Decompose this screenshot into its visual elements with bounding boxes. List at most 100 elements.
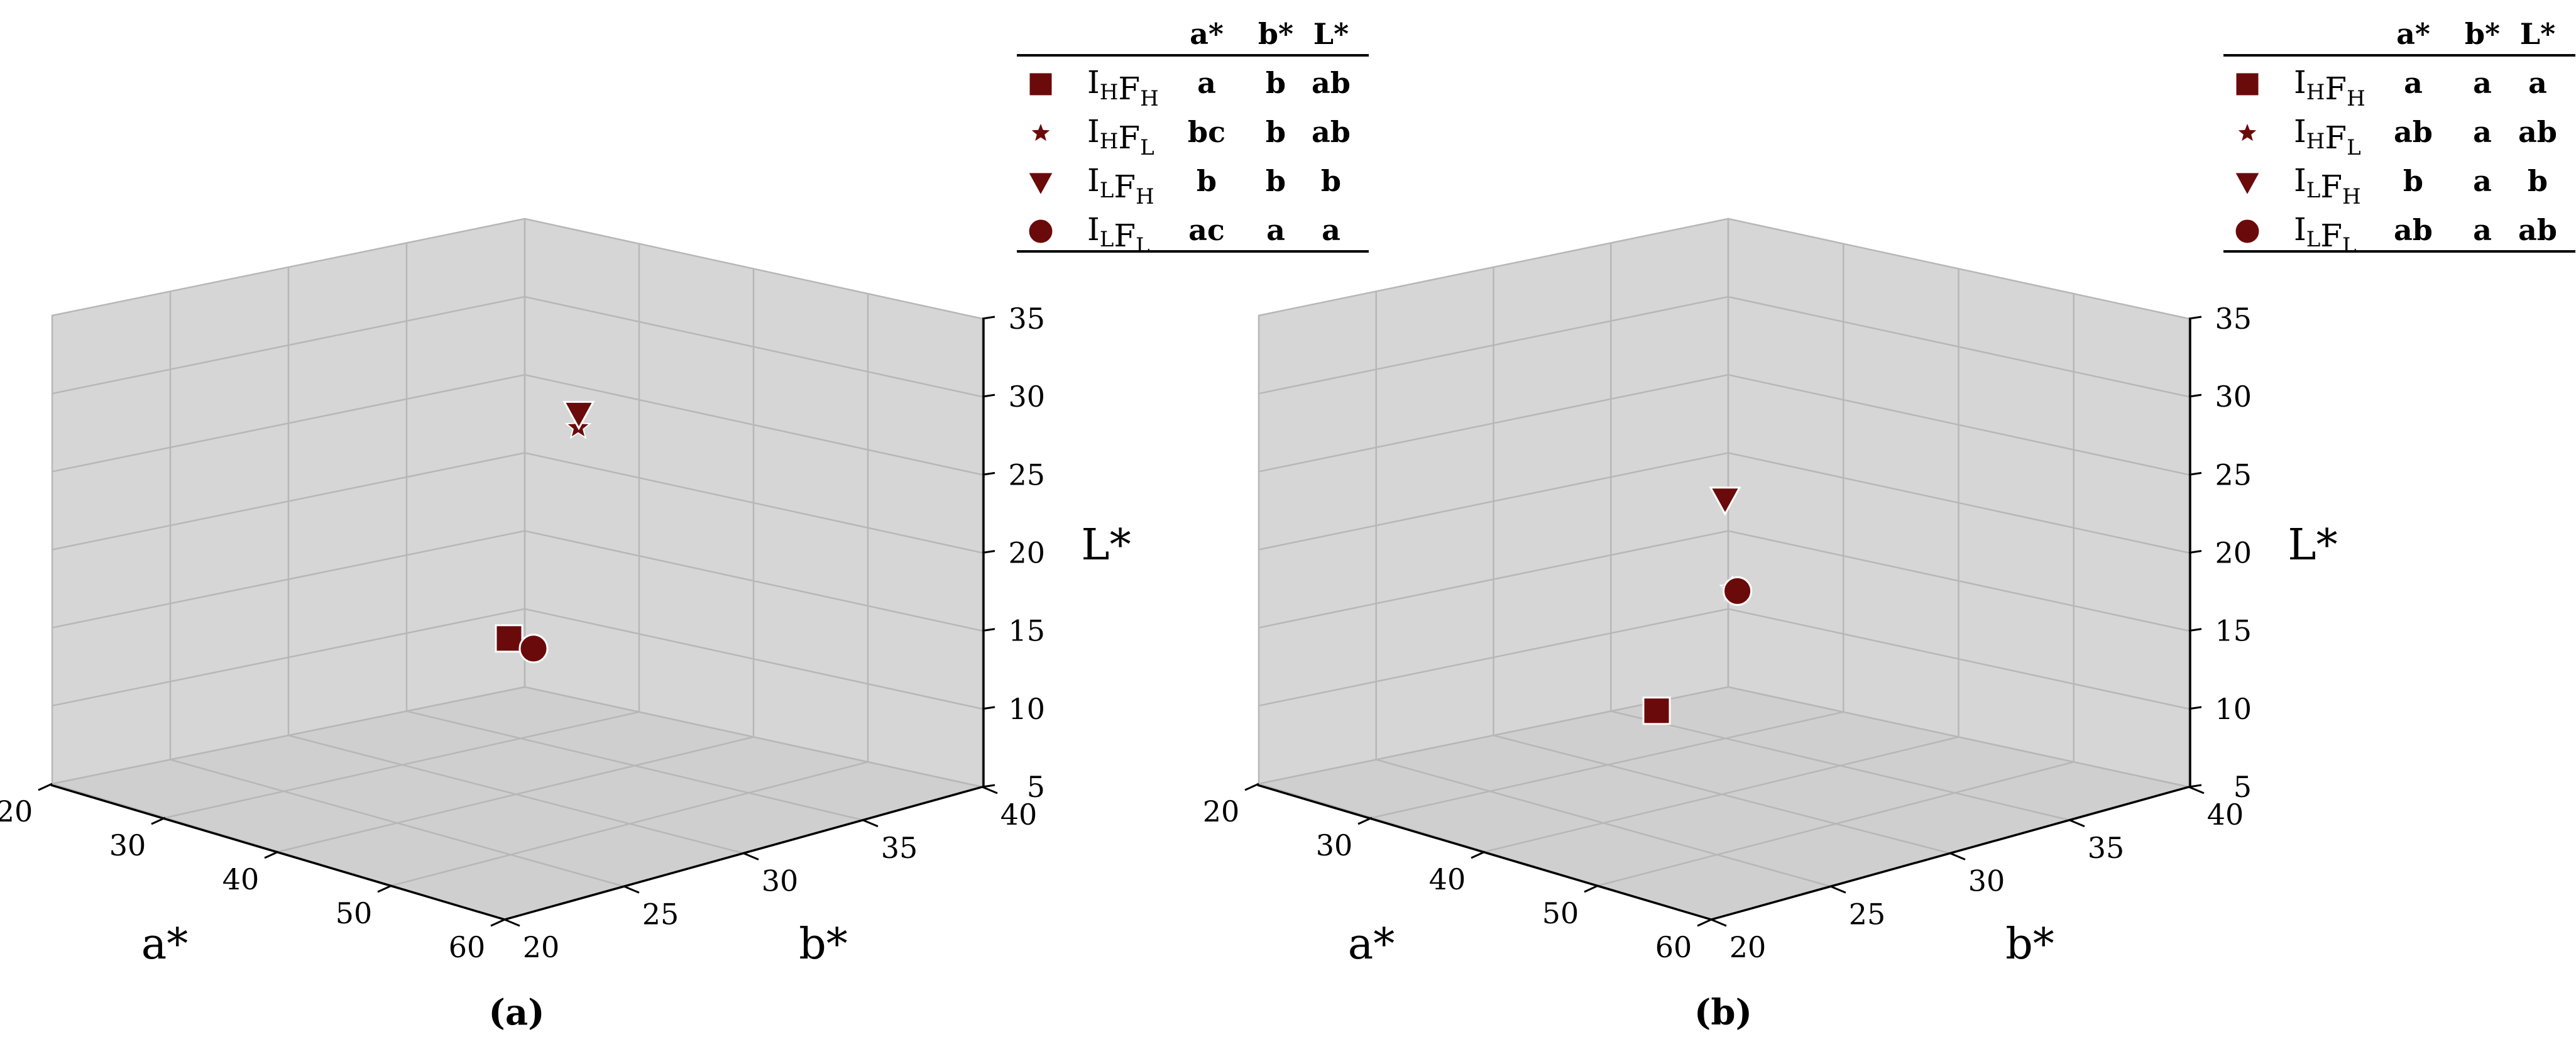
legend-letter: b — [1197, 164, 1217, 198]
y-tick-mark — [982, 786, 998, 794]
legend-letter: a — [2404, 66, 2423, 100]
name-sub: H — [1100, 129, 1119, 154]
y-tick-mark — [1949, 852, 1966, 860]
legend-marker-square — [2234, 71, 2261, 97]
z-tick-mark — [2188, 393, 2202, 398]
z-tick-label: 25 — [2215, 458, 2252, 492]
z-tick-mark — [982, 471, 995, 476]
z-tick-mark — [982, 316, 995, 320]
data-point-circle — [518, 634, 549, 664]
legend-letter: a — [2528, 66, 2547, 100]
grid-line — [1258, 295, 2190, 398]
z-tick-mark — [2188, 550, 2202, 554]
y-axis-label: b* — [2005, 920, 2054, 969]
grid-line — [1258, 530, 2190, 632]
name-main: F — [1114, 168, 1136, 205]
grid-line — [52, 452, 983, 554]
legend-letter: a — [1322, 213, 1340, 247]
x-tick-label: 40 — [1429, 862, 1466, 896]
grid-line — [1258, 686, 2190, 788]
name-main: F — [1118, 70, 1140, 107]
grid-line — [52, 686, 983, 788]
z-axis-label: L* — [1081, 520, 1131, 570]
y-tick-mark — [1830, 885, 1846, 894]
name-sub: L — [2306, 227, 2321, 252]
name-main: F — [2320, 217, 2342, 254]
legend-header: a* — [1190, 17, 1224, 51]
legend-letter: ab — [1312, 66, 1351, 100]
name-main: I — [2294, 64, 2306, 101]
legend-letter: a — [2473, 213, 2492, 247]
legend-series-name: ILFH — [1087, 162, 1154, 209]
name-sub: H — [2342, 184, 2361, 209]
y-tick-label: 35 — [2088, 831, 2125, 865]
x-tick-mark — [1584, 884, 1599, 893]
legend-marker-circle — [2233, 217, 2261, 245]
z-tick-label: 35 — [1008, 302, 1045, 336]
legend-header: L* — [2520, 17, 2555, 51]
legend-letter: a — [2473, 66, 2492, 100]
y-axis-label: b* — [799, 920, 848, 969]
legend-marker-square — [1028, 71, 1054, 97]
legend-series-name: ILFH — [2294, 162, 2361, 209]
x-tick-mark — [490, 918, 505, 927]
y-tick-label: 20 — [1729, 930, 1767, 964]
z-tick-mark — [982, 393, 995, 398]
x-tick-mark — [1697, 918, 1712, 927]
name-main: F — [2325, 70, 2347, 107]
name-main: I — [2294, 113, 2306, 150]
name-main: I — [2294, 162, 2306, 199]
name-sub: H — [1136, 184, 1154, 209]
z-tick-label: 20 — [1008, 536, 1045, 570]
z-tick-label: 15 — [1008, 614, 1045, 648]
y-tick-label: 20 — [523, 930, 560, 964]
grid-line — [1258, 608, 2190, 710]
x-tick-label: 40 — [222, 862, 260, 896]
y-tick-mark — [2069, 819, 2085, 828]
z-tick-mark — [2188, 784, 2202, 788]
panel-label: (a) — [488, 992, 544, 1033]
grid-line — [1258, 452, 2190, 554]
grid-line — [165, 711, 640, 819]
z-tick-mark — [982, 706, 995, 710]
name-main: I — [1087, 64, 1100, 101]
z-axis-label: L* — [2288, 520, 2337, 570]
z-tick-label: 25 — [1008, 458, 1045, 492]
name-main: I — [1087, 211, 1100, 248]
x-tick-label: 60 — [1655, 930, 1692, 964]
name-sub: L — [1100, 227, 1114, 252]
z-tick-label: 35 — [2215, 302, 2252, 336]
grid-line — [278, 736, 754, 853]
legend-letter: a — [1266, 213, 1285, 247]
legend-series-name: IHFL — [2294, 113, 2361, 160]
y-tick-label: 30 — [1968, 864, 2005, 898]
z-tick-mark — [982, 784, 995, 788]
grid-line — [1258, 374, 2190, 476]
z-tick-mark — [2188, 706, 2202, 710]
legend-marker-star — [2235, 120, 2260, 144]
z-tick-label: 5 — [2233, 770, 2252, 804]
z-tick-label: 20 — [2215, 536, 2252, 570]
legend-letter: ab — [2518, 213, 2557, 247]
y-tick-label: 25 — [1849, 897, 1886, 931]
x-tick-mark — [1244, 783, 1259, 791]
legend-letter: ab — [2394, 115, 2433, 149]
y-tick-label: 35 — [881, 831, 918, 865]
x-tick-mark — [1357, 816, 1373, 825]
legend-letter: b — [1266, 164, 1286, 198]
legend-letter: b — [1266, 66, 1286, 100]
name-sub: H — [1100, 80, 1119, 105]
z-tick-label: 10 — [1008, 692, 1045, 726]
legend-header: b* — [1258, 17, 1293, 51]
data-point-square — [1642, 696, 1671, 725]
name-main: F — [1118, 119, 1140, 156]
legend-letter: b — [1266, 115, 1286, 149]
x-tick-label: 50 — [336, 896, 373, 930]
panel-label: (b) — [1694, 992, 1752, 1033]
z-tick-mark — [982, 628, 995, 632]
data-point-triangle — [562, 400, 595, 431]
